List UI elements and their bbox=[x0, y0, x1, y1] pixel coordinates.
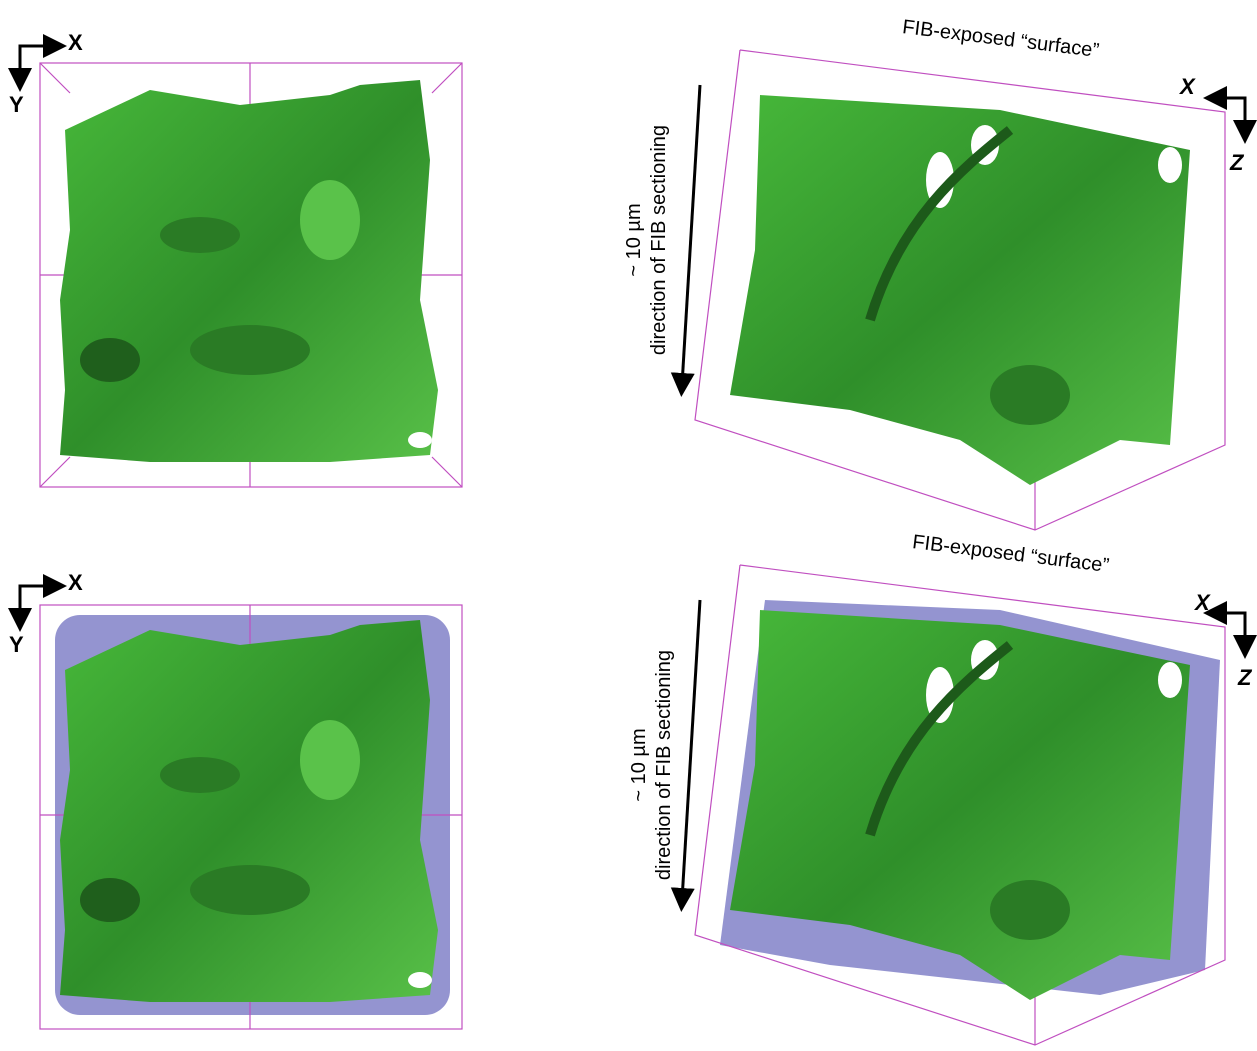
panel-top-left: X Y bbox=[9, 30, 462, 487]
axis-label: Z bbox=[1229, 150, 1245, 175]
panel-top-right: FIB-exposed “surface” X Z ~ 10 µm direct… bbox=[623, 16, 1245, 530]
axis-label: Y bbox=[9, 632, 24, 657]
axis-label: X bbox=[68, 570, 83, 595]
surface-label: FIB-exposed “surface” bbox=[911, 531, 1110, 577]
axis-arrows bbox=[20, 586, 55, 620]
axis-label: X bbox=[68, 30, 83, 55]
structure-render bbox=[60, 620, 438, 1002]
direction-label: direction of FIB sectioning bbox=[648, 125, 670, 355]
axis-label: X bbox=[1193, 590, 1211, 615]
axis-label: Z bbox=[1237, 665, 1253, 690]
structure-render bbox=[60, 80, 438, 462]
scale-label: ~ 10 µm bbox=[623, 203, 645, 276]
surface-label: FIB-exposed “surface” bbox=[901, 16, 1100, 62]
axis-label: X bbox=[1178, 74, 1196, 99]
axis-label: Y bbox=[9, 92, 24, 117]
structure-render bbox=[695, 50, 1225, 530]
panel-bottom-right: FIB-exposed “surface” X Z ~ 10 µm direct… bbox=[628, 531, 1253, 1045]
direction-label: direction of FIB sectioning bbox=[653, 650, 675, 880]
scale-label: ~ 10 µm bbox=[628, 728, 650, 801]
panel-bottom-left: X Y bbox=[9, 570, 462, 1029]
figure: X Y FIB-exposed “surface” X Z ~ 10 µm di… bbox=[0, 0, 1257, 1051]
